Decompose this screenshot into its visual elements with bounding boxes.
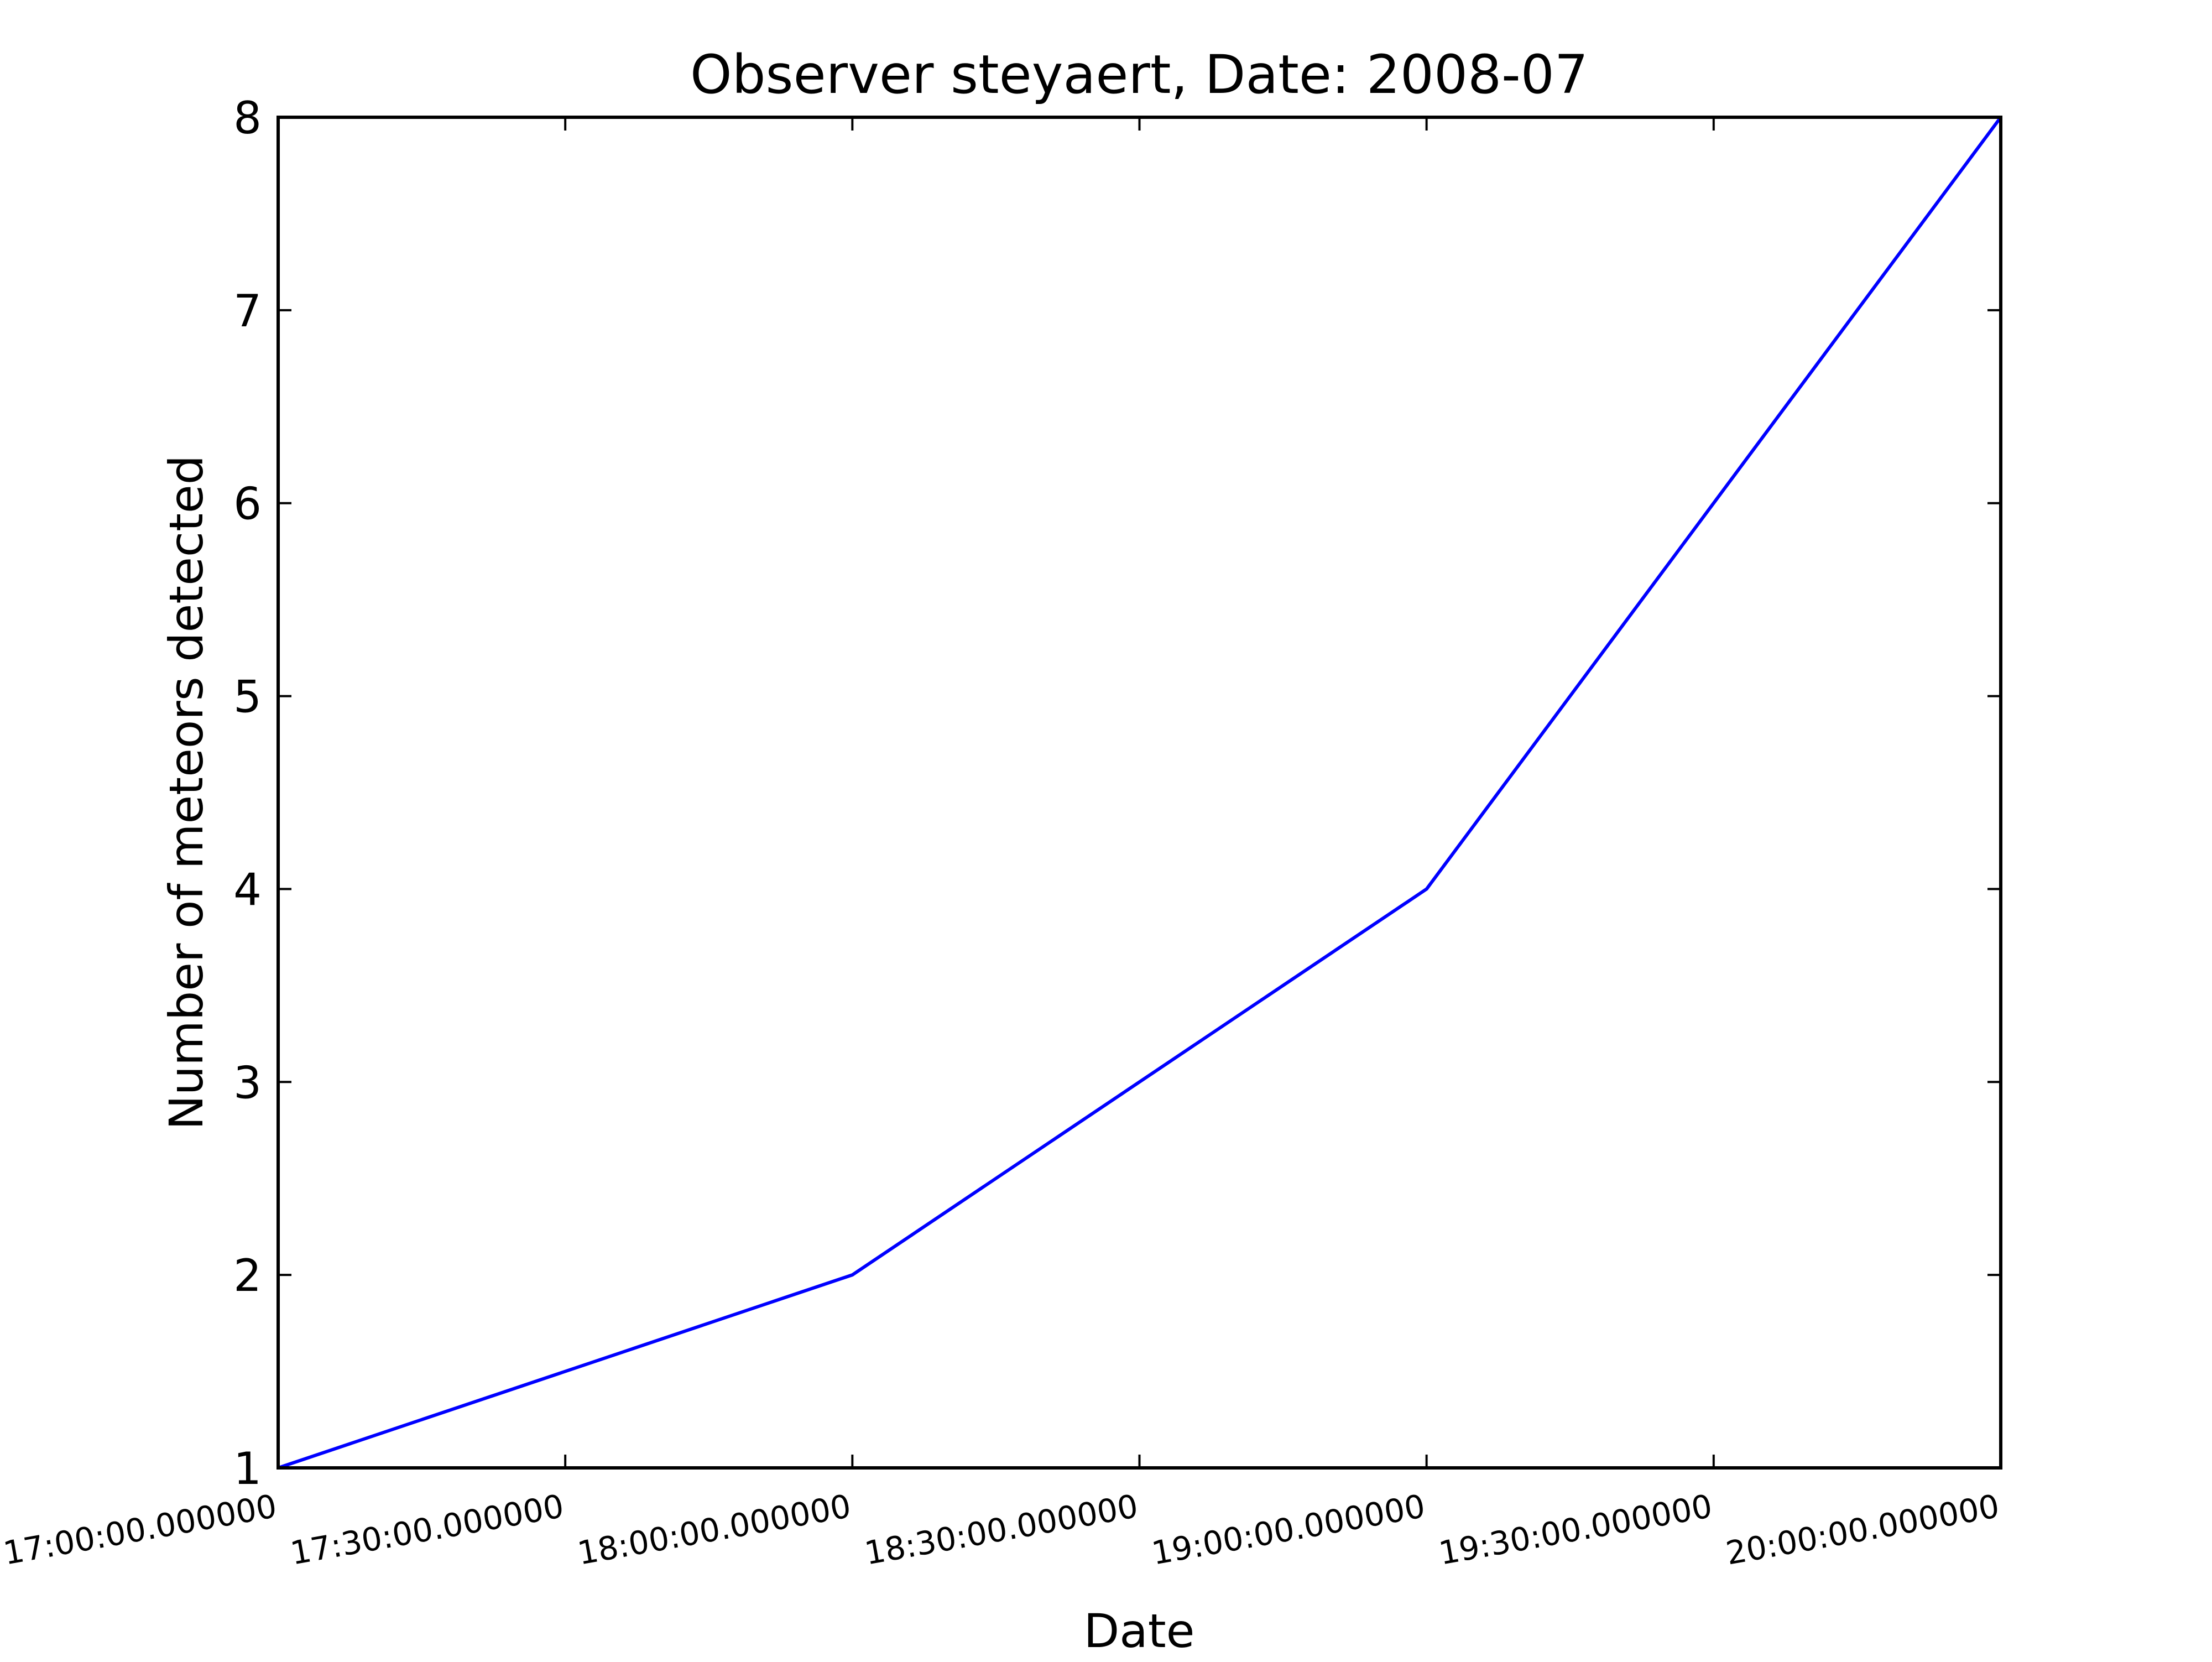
x-tick-label: 18:00:00.000000 xyxy=(575,1487,854,1572)
y-tick-label: 2 xyxy=(233,1250,262,1301)
y-tick-label: 6 xyxy=(233,478,262,530)
axis-ticks: 17:00:00.000000 17:30:00.000000 18:00:00.0… xyxy=(1,92,2002,1572)
plot-area xyxy=(278,116,2002,1470)
y-axis-label: Number of meteors detected xyxy=(159,455,213,1130)
x-tick-label: 19:00:00.000000 xyxy=(1149,1487,1428,1572)
x-tick-label: 19:30:00.000000 xyxy=(1436,1487,1715,1572)
y-tick-label: 7 xyxy=(233,285,262,337)
y-tick-label: 5 xyxy=(233,671,262,723)
y-tick-label: 8 xyxy=(233,92,262,144)
chart-title: Observer steyaert, Date: 2008-07 xyxy=(690,44,1588,106)
y-tick-label: 4 xyxy=(233,864,262,915)
x-tick-label: 17:30:00.000000 xyxy=(288,1487,567,1572)
plot-frame xyxy=(276,116,2002,1470)
x-tick-label: 18:30:00.000000 xyxy=(862,1487,1141,1572)
x-tick-label: 20:00:00.000000 xyxy=(1723,1487,2002,1572)
series-line-0 xyxy=(278,116,2002,1470)
y-tick-label: 3 xyxy=(233,1057,262,1108)
x-axis-label: Date xyxy=(1084,1604,1195,1658)
x-tick-label: 17:00:00.000000 xyxy=(1,1487,280,1572)
y-tick-label: 1 xyxy=(233,1443,262,1494)
